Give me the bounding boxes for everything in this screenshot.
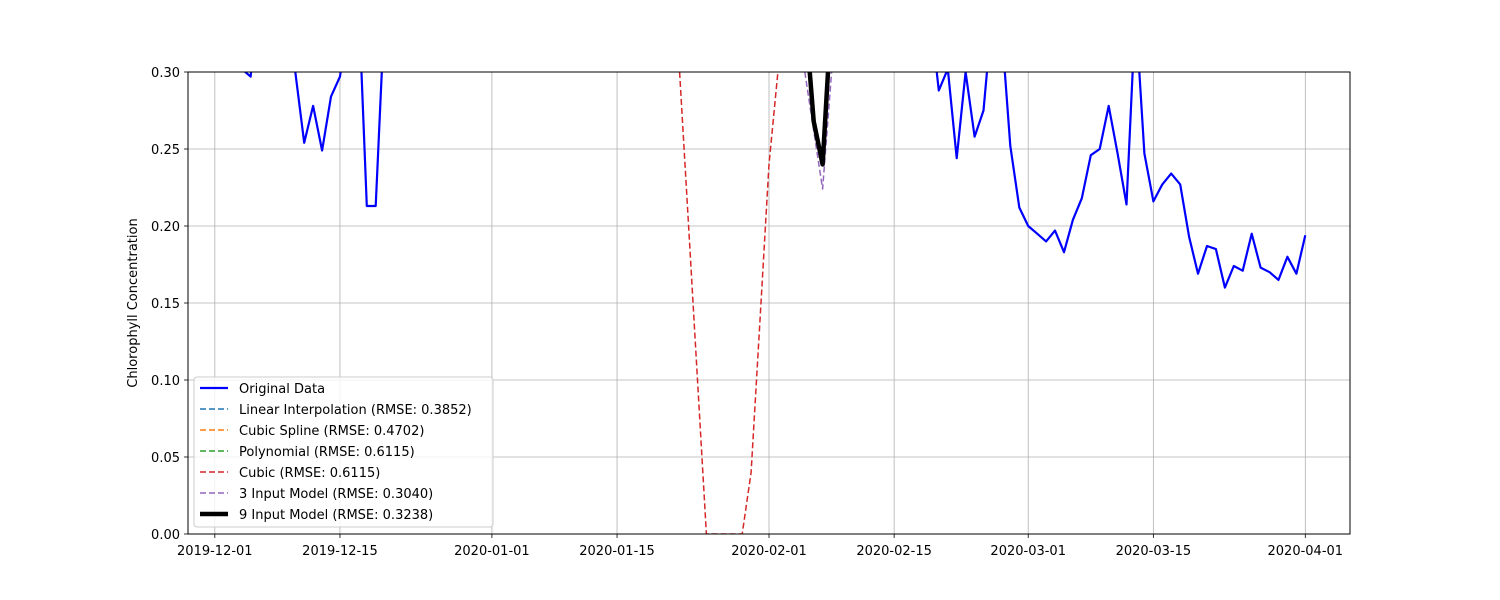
- legend: Original Data Linear Interpolation (RMSE:…: [193, 376, 494, 528]
- legend-box: [193, 376, 494, 528]
- x-tick-label: 2020-04-01: [1268, 544, 1344, 559]
- y-tick-label: 0.20: [151, 220, 180, 235]
- y-tick-label: 0.25: [151, 143, 180, 158]
- series-line-0: [243, 72, 1307, 289]
- x-tick-label: 2020-01-01: [454, 544, 530, 559]
- y-tick-label: 0.00: [151, 528, 180, 543]
- series-line-5: [804, 72, 833, 190]
- y-tick-label: 0.30: [151, 66, 180, 81]
- x-tick-label: 2019-12-15: [302, 544, 378, 559]
- x-tick-label: 2020-03-15: [1116, 544, 1192, 559]
- legend-label: Polynomial (RMSE: 0.6115): [239, 445, 415, 460]
- x-tick-label: 2020-02-01: [731, 544, 807, 559]
- series-layer: [243, 72, 1307, 534]
- legend-label: 3 Input Model (RMSE: 0.3040): [239, 487, 433, 502]
- y-axis-label: Chlorophyll Concentration: [126, 218, 141, 387]
- y-tick-label: 0.05: [151, 451, 180, 466]
- legend-label: Cubic (RMSE: 0.6115): [239, 466, 380, 481]
- axis-ticks: 2019-12-01 2019-12-15 2020-01-01 2020-01-15…: [151, 66, 1343, 559]
- y-tick-label: 0.15: [151, 297, 180, 312]
- x-tick-label: 2020-01-15: [579, 544, 655, 559]
- x-tick-label: 2019-12-01: [177, 544, 253, 559]
- legend-label: 9 Input Model (RMSE: 0.3238): [239, 508, 433, 523]
- y-tick-label: 0.10: [151, 374, 180, 389]
- x-tick-label: 2020-03-01: [990, 544, 1066, 559]
- series-line-6: [807, 72, 831, 167]
- x-tick-label: 2020-02-15: [856, 544, 932, 559]
- legend-label: Original Data: [239, 382, 325, 397]
- legend-label: Linear Interpolation (RMSE: 0.3852): [239, 403, 472, 418]
- legend-label: Cubic Spline (RMSE: 0.4702): [239, 424, 424, 439]
